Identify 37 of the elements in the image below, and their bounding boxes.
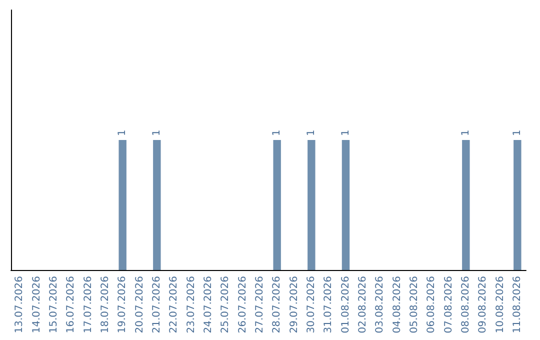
x-tick-label: 20.07.2026	[134, 276, 146, 334]
x-tick-label: 05.08.2026	[408, 276, 420, 334]
data-label: 1	[306, 130, 317, 136]
data-label: 1	[151, 130, 162, 136]
x-tick-label: 21.07.2026	[151, 276, 162, 334]
x-tick-label: 06.08.2026	[426, 276, 438, 334]
x-tick-label: 24.07.2026	[202, 276, 214, 334]
x-tick-label: 25.07.2026	[220, 276, 232, 334]
x-tick-label: 28.07.2026	[272, 276, 283, 334]
x-tick-label: 07.08.2026	[443, 276, 454, 334]
x-tick-label: 09.08.2026	[478, 276, 489, 334]
x-tick-label: 02.08.2026	[357, 276, 368, 334]
data-label: 1	[117, 130, 128, 136]
x-tick-label: 03.08.2026	[374, 276, 386, 334]
x-tick-label: 10.08.2026	[494, 276, 506, 334]
x-tick-label: 01.08.2026	[340, 276, 352, 334]
x-tick-label: 29.07.2026	[288, 276, 300, 334]
x-tick-label: 22.07.2026	[168, 276, 180, 334]
x-tick-label: 27.07.2026	[254, 276, 266, 334]
x-tick-label: 11.08.2026	[512, 276, 523, 334]
data-label: 1	[512, 130, 523, 136]
x-tick-label: 08.08.2026	[460, 276, 472, 334]
x-tick-label: 19.07.2026	[117, 276, 128, 334]
x-tick-label: 17.07.2026	[82, 276, 94, 334]
x-tick-label: 13.07.2026	[14, 276, 26, 334]
x-tick-label: 30.07.2026	[306, 276, 317, 334]
data-label: 1	[340, 130, 352, 136]
data-label: 1	[272, 130, 283, 136]
x-tick-label: 04.08.2026	[392, 276, 403, 334]
x-tick-label: 18.07.2026	[100, 276, 111, 334]
x-tick-label: 23.07.2026	[186, 276, 197, 334]
x-tick-label: 16.07.2026	[66, 276, 77, 334]
x-tick-label: 26.07.2026	[237, 276, 248, 334]
x-tick-label: 15.07.2026	[48, 276, 60, 334]
data-label: 1	[460, 130, 472, 136]
x-tick-label: 14.07.2026	[31, 276, 42, 334]
x-tick-label: 31.07.2026	[323, 276, 334, 334]
